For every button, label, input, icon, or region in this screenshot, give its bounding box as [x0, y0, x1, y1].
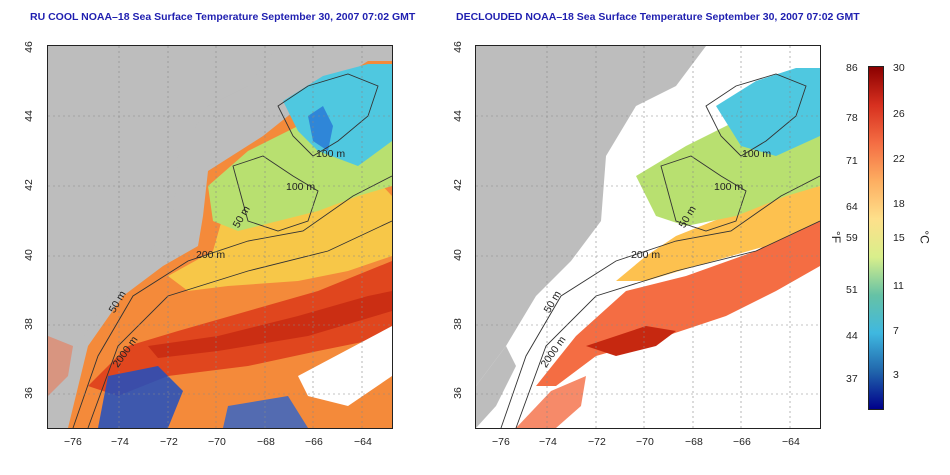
lat-tick: 46 [452, 41, 464, 53]
celsius-unit-label: °C [917, 230, 932, 244]
lon-tick: −76 [64, 436, 82, 448]
fahrenheit-tick: 86 [846, 62, 858, 74]
fahrenheit-tick: 51 [846, 284, 858, 296]
lat-tick: 38 [452, 318, 464, 330]
contour-label: 100 m [742, 148, 772, 160]
lat-tick: 44 [452, 110, 464, 122]
lat-tick: 46 [23, 41, 35, 53]
lat-tick: 36 [23, 387, 35, 399]
temperature-colorbar [868, 66, 884, 410]
contour-label: 200 m [631, 249, 661, 261]
lat-tick: 36 [452, 387, 464, 399]
lon-tick: −68 [257, 436, 275, 448]
right-sst-map: 100 m 100 m 50 m 200 m 50 m 2000 m [475, 45, 821, 429]
lon-tick: −66 [733, 436, 751, 448]
left-map-title: RU COOL NOAA–18 Sea Surface Temperature … [30, 11, 416, 23]
fahrenheit-tick: 71 [846, 155, 858, 167]
lon-tick: −68 [685, 436, 703, 448]
celsius-tick: 26 [893, 108, 905, 120]
fahrenheit-unit-label: °F [829, 230, 844, 244]
lat-tick: 44 [23, 110, 35, 122]
lon-tick: −64 [782, 436, 800, 448]
lat-tick: 38 [23, 318, 35, 330]
celsius-tick: 22 [893, 153, 905, 165]
lat-tick: 42 [23, 179, 35, 191]
fahrenheit-tick: 44 [846, 330, 858, 342]
celsius-tick: 11 [893, 280, 904, 292]
lon-tick: −72 [160, 436, 178, 448]
lon-tick: −70 [636, 436, 654, 448]
fahrenheit-tick: 37 [846, 373, 858, 385]
lon-tick: −74 [111, 436, 129, 448]
lat-tick: 40 [23, 249, 35, 261]
lon-tick: −76 [492, 436, 510, 448]
contour-label: 100 m [286, 181, 316, 193]
lon-tick: −64 [354, 436, 372, 448]
lat-tick: 40 [452, 249, 464, 261]
lon-tick: −66 [305, 436, 323, 448]
contour-label: 200 m [196, 249, 226, 261]
right-map-title: DECLOUDED NOAA–18 Sea Surface Temperatur… [456, 11, 860, 23]
contour-label: 100 m [316, 148, 346, 160]
fahrenheit-tick: 59 [846, 232, 858, 244]
celsius-tick: 15 [893, 232, 905, 244]
celsius-tick: 3 [893, 369, 899, 381]
celsius-tick: 18 [893, 198, 905, 210]
celsius-tick: 30 [893, 62, 905, 74]
left-sst-map: 100 m 100 m 50 m 200 m 50 m 2000 m [47, 45, 393, 429]
fahrenheit-tick: 78 [846, 112, 858, 124]
lon-tick: −74 [539, 436, 557, 448]
contour-label: 100 m [714, 181, 744, 193]
lat-tick: 42 [452, 179, 464, 191]
lon-tick: −70 [208, 436, 226, 448]
lon-tick: −72 [588, 436, 606, 448]
fahrenheit-tick: 64 [846, 201, 858, 213]
celsius-tick: 7 [893, 325, 899, 337]
